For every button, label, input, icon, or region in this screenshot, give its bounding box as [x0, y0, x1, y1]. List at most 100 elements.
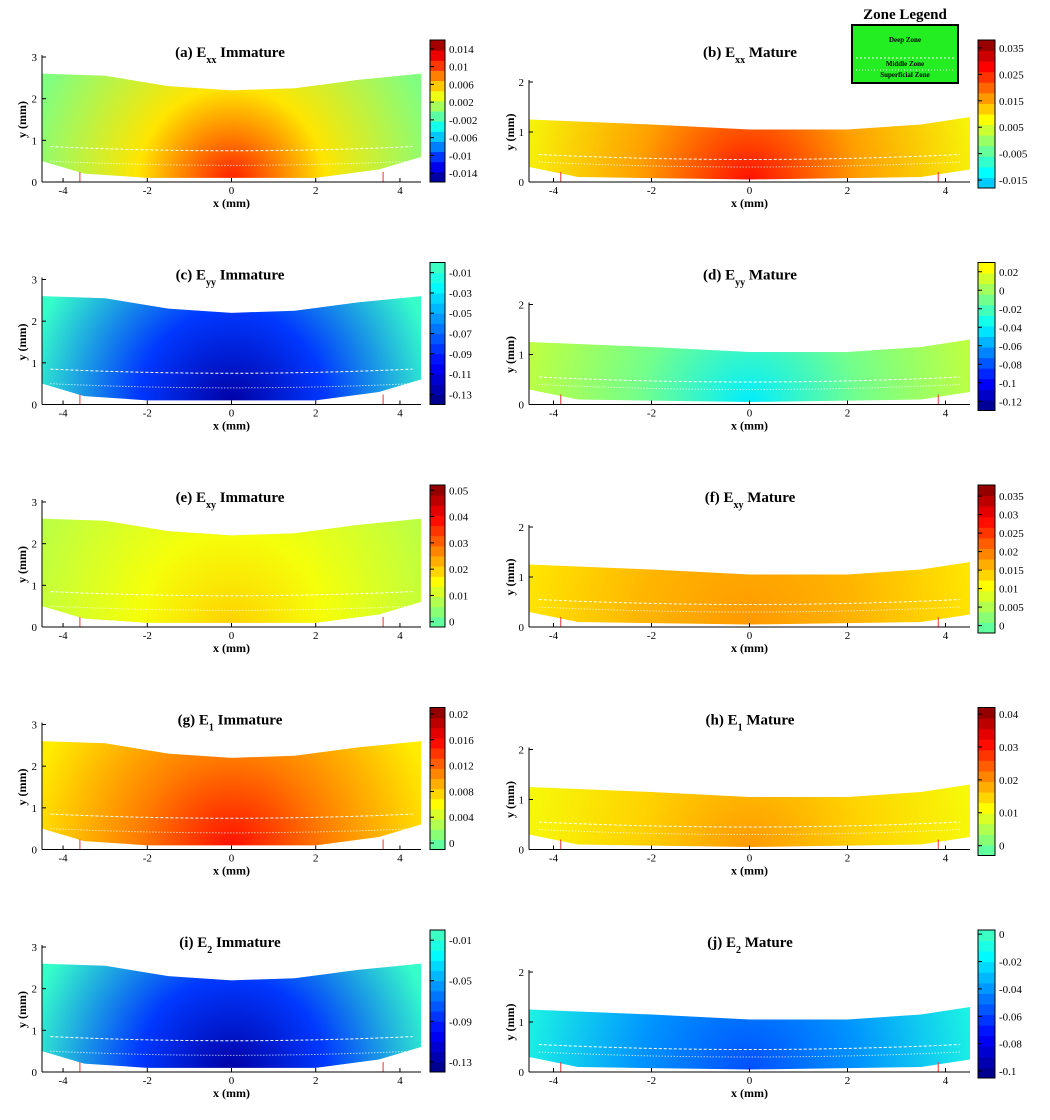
y-tick-label: 3 [32, 52, 38, 64]
y-tick-label: 2 [519, 300, 525, 312]
x-axis-label: x (mm) [731, 641, 768, 655]
colorbar-band [978, 177, 995, 189]
strain-field [42, 73, 421, 178]
x-tick-label: -4 [58, 185, 68, 197]
colorbar-band [430, 353, 445, 365]
x-axis-label: x (mm) [213, 196, 250, 210]
zone-line [538, 821, 961, 828]
x-tick-label: 4 [397, 408, 403, 420]
colorbar-tick-label: -0.11 [449, 369, 472, 381]
colorbar-tick-label: -0.13 [449, 389, 472, 401]
panel: (d) Eyy Mature -4 -2 0 2 4 0 1 2 x (mm) y (mm) 0.02… [503, 262, 1022, 433]
y-tick-label: 1 [519, 127, 525, 139]
colorbar-band [978, 516, 995, 528]
x-axis-label: x (mm) [731, 1086, 768, 1100]
colorbar-frame [429, 707, 446, 850]
x-tick-label: -2 [143, 1075, 152, 1087]
colorbar-band [978, 399, 995, 411]
x-tick-label: 0 [229, 630, 235, 642]
title-part: (a) E [175, 45, 206, 61]
colorbar-band [430, 980, 445, 992]
colorbar-band [978, 982, 995, 994]
colorbar-band [978, 1025, 995, 1037]
colorbar-band [978, 770, 995, 782]
x-tick-label: 2 [845, 408, 851, 420]
colorbar-band [978, 135, 995, 147]
colorbar-band [430, 758, 445, 769]
x-tick-label: 2 [845, 853, 851, 865]
x-axis-label: x (mm) [213, 1086, 250, 1100]
x-tick-label: -2 [143, 408, 152, 420]
colorbar-tick-label: 0.01 [999, 808, 1018, 820]
colorbar-tick-label: -0.05 [449, 976, 472, 988]
colorbar-band [430, 940, 445, 951]
colorbar-band [978, 304, 995, 316]
x-axis-label: x (mm) [213, 419, 250, 433]
colorbar-band [430, 40, 445, 51]
colorbar-band [430, 343, 445, 355]
x-tick-label: 0 [747, 185, 753, 197]
colorbar-band [430, 151, 445, 163]
colorbar-tick-label: -0.005 [999, 149, 1028, 161]
title-subscript: yy [735, 277, 745, 288]
zone-line [50, 813, 413, 819]
title-subscript: 1 [738, 722, 743, 733]
colorbar-band [430, 100, 445, 112]
colorbar-band [430, 505, 445, 516]
colorbar-tick-label: 0 [999, 929, 1005, 941]
zone-line [538, 376, 961, 383]
colorbar-tick-label: 0.035 [999, 43, 1024, 55]
x-axis-label: x (mm) [731, 419, 768, 433]
y-tick-label: 1 [32, 358, 38, 370]
colorbar-band [978, 368, 995, 380]
x-tick-label: 0 [747, 853, 753, 865]
y-axis-label: y (mm) [503, 336, 517, 373]
colorbar-band [978, 92, 995, 104]
colorbar-tick-label: 0.006 [449, 79, 474, 91]
title-part: (b) E [703, 45, 735, 61]
colorbar-band [430, 566, 445, 577]
colorbar-band [978, 315, 995, 327]
title-subscript: xy [206, 500, 216, 511]
y-axis-label: y (mm) [503, 114, 517, 151]
y-tick-label: 2 [519, 522, 525, 534]
colorbar-band [978, 834, 995, 846]
colorbar-tick-label: 0.01 [449, 62, 468, 74]
colorbar-band [978, 82, 995, 94]
x-tick-label: -4 [549, 853, 559, 865]
x-tick-label: 2 [845, 185, 851, 197]
colorbar-tick-label: 0.02 [999, 267, 1018, 279]
zone-line [50, 383, 413, 389]
colorbar-band [430, 737, 445, 749]
zone-line [50, 368, 413, 374]
y-axis-label: y (mm) [15, 769, 29, 806]
x-tick-label: 2 [313, 185, 319, 197]
y-tick-label: 1 [32, 803, 38, 815]
panel-title: (i) E2 Immature [179, 935, 281, 956]
colorbar-band [430, 495, 445, 506]
title-part: Immature [216, 268, 285, 284]
colorbar-band [978, 930, 995, 942]
colorbar-band [978, 813, 995, 825]
colorbar-tick-label: -0.08 [999, 1039, 1022, 1051]
colorbar-tick-label: -0.12 [999, 396, 1022, 408]
x-tick-label: 0 [229, 408, 235, 420]
title-part: Mature [745, 268, 797, 284]
colorbar-tick-label: 0.03 [999, 742, 1019, 754]
zone-line [50, 591, 413, 597]
colorbar-tick-label: -0.1 [999, 1066, 1016, 1078]
colorbar-band [978, 50, 995, 62]
y-tick-label: 1 [32, 135, 38, 147]
colorbar-band [430, 1041, 445, 1053]
colorbar-tick-label: 0.02 [449, 709, 468, 721]
strain-field [529, 117, 970, 180]
colorbar-band [430, 748, 445, 759]
colorbar-band [978, 325, 995, 337]
colorbar-tick-label: 0 [999, 285, 1005, 297]
colorbar-band [978, 580, 995, 592]
y-tick-label: 1 [519, 1017, 525, 1029]
colorbar-tick-label: 0 [999, 621, 1005, 633]
colorbar-tick-label: 0.004 [449, 812, 474, 824]
colorbar-band [978, 506, 995, 518]
colorbar-tick-label: 0.035 [999, 491, 1024, 503]
